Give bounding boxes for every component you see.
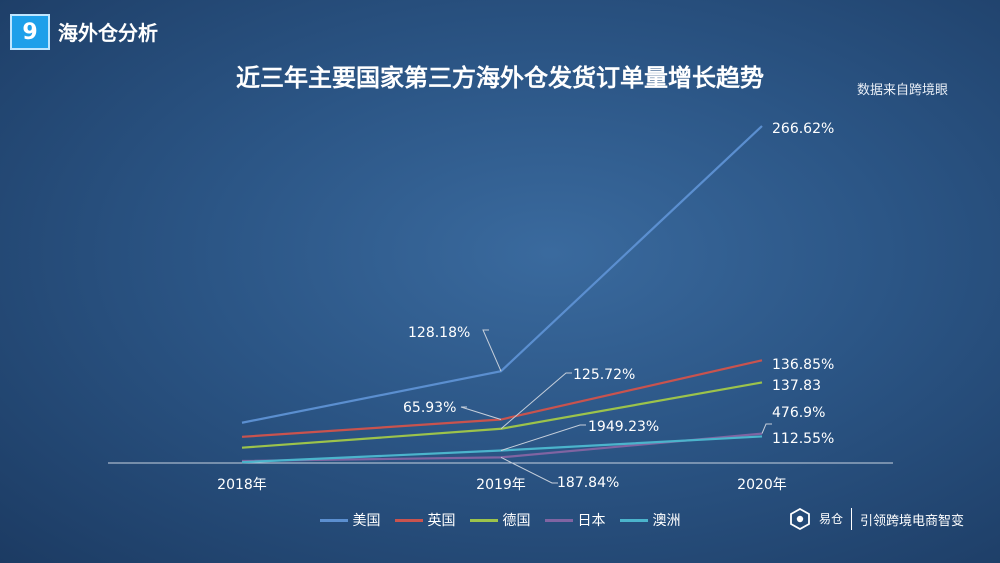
- source-note: 数据来自跨境眼: [856, 83, 948, 98]
- legend-label: 英国: [427, 513, 456, 529]
- legend-swatch: [319, 518, 348, 522]
- chart-title: 近三年主要国家第三方海外仓发货订单量增长趋势: [236, 64, 764, 92]
- brand-slogan: 引领跨境电商智变: [859, 513, 964, 529]
- brand-name: 易仓: [818, 511, 843, 526]
- legend-swatch: [544, 518, 573, 522]
- data-label: 112.55%: [772, 431, 834, 447]
- data-label-leader: [482, 329, 502, 372]
- legend-swatch: [469, 518, 498, 522]
- brand-logo-icon: [790, 508, 810, 530]
- data-label: 128.18%: [408, 325, 470, 341]
- x-tick-label: 2020年: [737, 477, 787, 493]
- legend-swatch: [394, 518, 423, 522]
- data-label: 125.72%: [573, 367, 635, 383]
- legend-item: 澳洲: [619, 510, 681, 530]
- legend-label: 德国: [502, 513, 531, 529]
- series-line: [241, 359, 763, 438]
- data-label-leader: [500, 424, 586, 451]
- data-label: 136.85%: [772, 357, 834, 373]
- legend-swatch: [619, 518, 648, 522]
- brand-divider: [850, 508, 852, 530]
- data-label-leader: [460, 406, 502, 420]
- section-title: 海外仓分析: [58, 21, 158, 45]
- data-label: 266.62%: [772, 121, 834, 137]
- brand-footer: 易仓 引领跨境电商智变: [789, 508, 964, 530]
- legend-item: 日本: [544, 510, 606, 530]
- data-label: 476.9%: [772, 405, 825, 421]
- legend-label: 澳洲: [652, 513, 681, 529]
- x-tick-label: 2018年: [217, 477, 267, 493]
- legend-item: 美国: [319, 510, 381, 530]
- x-tick-label: 2019年: [476, 477, 526, 493]
- data-label: 187.84%: [557, 475, 619, 491]
- data-label: 65.93%: [403, 400, 456, 416]
- legend-item: 英国: [394, 510, 456, 530]
- data-label-leader: [500, 372, 572, 430]
- legend-label: 日本: [577, 513, 606, 529]
- data-label-leader: [500, 456, 558, 484]
- data-label: 1949.23%: [588, 419, 659, 435]
- section-number-badge: 9: [10, 14, 50, 50]
- chart-legend: 美国 英国 德国 日本 澳洲: [0, 510, 1000, 530]
- data-label: 137.83: [772, 378, 821, 394]
- series-line: [241, 432, 763, 463]
- series-line: [241, 381, 763, 449]
- legend-label: 美国: [352, 513, 381, 529]
- legend-item: 德国: [469, 510, 531, 530]
- data-label-leader: [761, 423, 772, 434]
